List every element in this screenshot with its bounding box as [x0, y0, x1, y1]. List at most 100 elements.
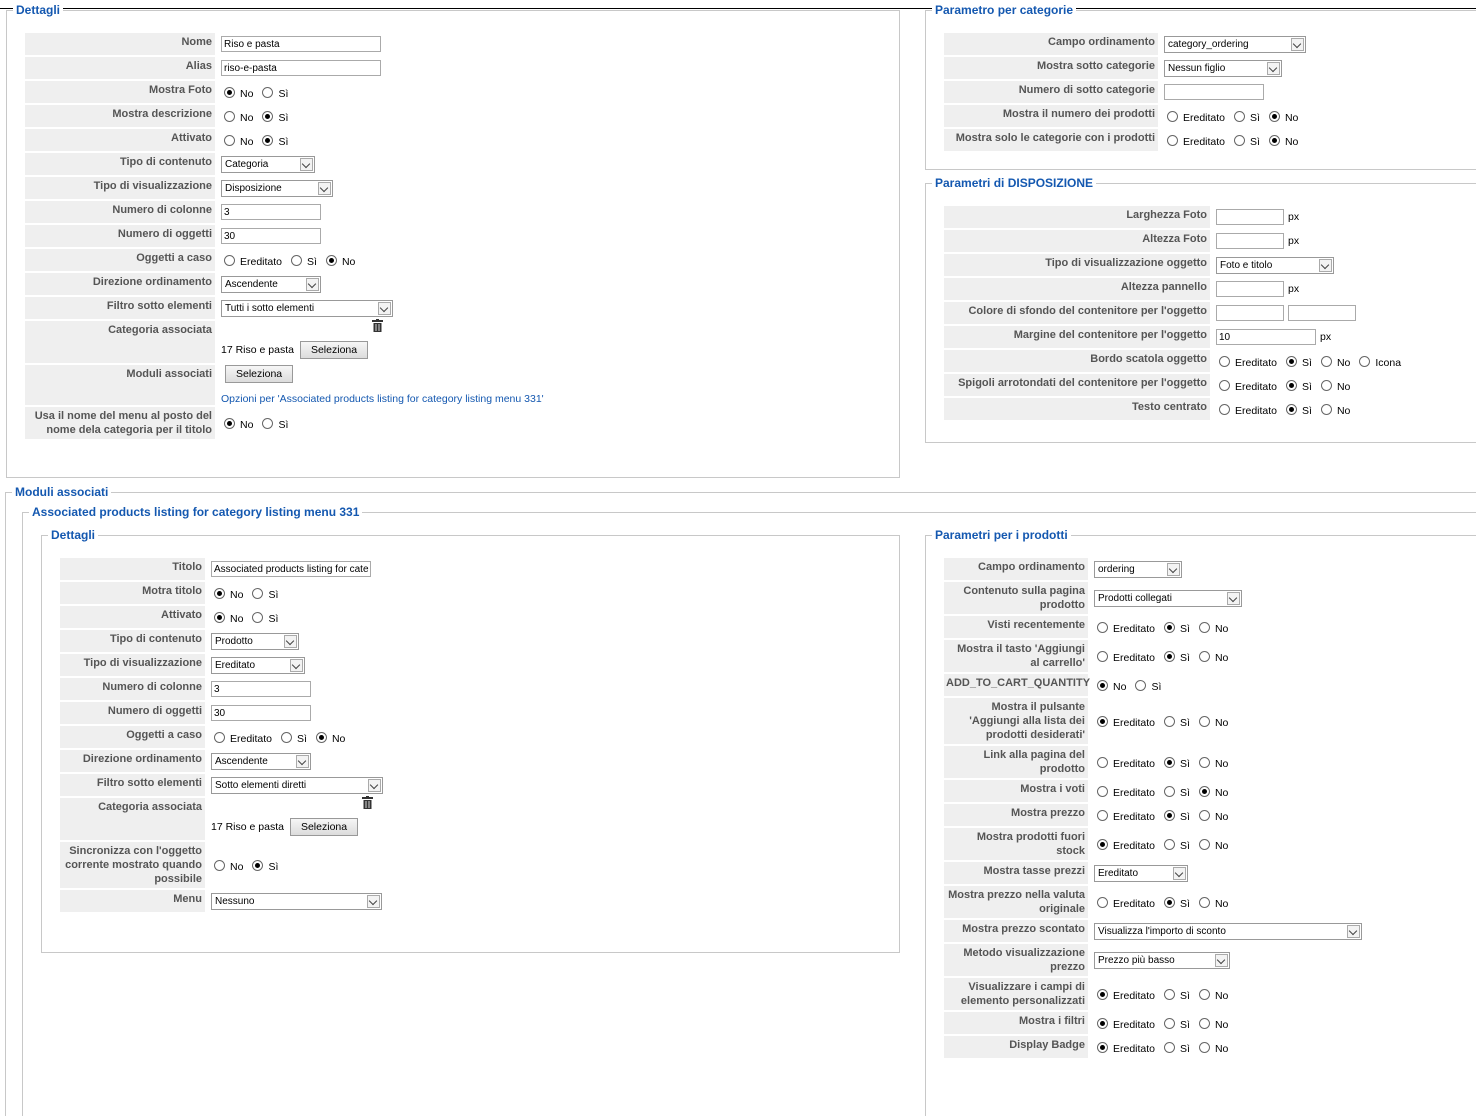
select-box[interactable]: Disposizione	[221, 179, 333, 197]
text-input[interactable]: 30	[211, 705, 311, 721]
trash-icon[interactable]	[362, 796, 374, 809]
select-box[interactable]: Ereditato	[1094, 864, 1188, 882]
radio-button[interactable]	[252, 859, 264, 871]
radio-button[interactable]	[1219, 355, 1230, 367]
radio-button[interactable]	[262, 110, 274, 122]
radio-button[interactable]	[1268, 110, 1280, 122]
radio-button[interactable]	[1198, 621, 1210, 633]
radio-button[interactable]	[1135, 679, 1147, 691]
radio-button[interactable]	[1097, 896, 1108, 908]
radio-button[interactable]	[1198, 896, 1210, 908]
select-box[interactable]: Ascendente	[221, 275, 321, 293]
radio-button[interactable]	[1198, 650, 1210, 662]
radio-button[interactable]	[1198, 988, 1210, 1000]
radio-button[interactable]	[1219, 379, 1230, 391]
text-input[interactable]	[1216, 233, 1284, 249]
radio-button[interactable]	[224, 254, 235, 266]
radio-button[interactable]	[1198, 785, 1210, 797]
radio-button[interactable]	[1164, 715, 1176, 727]
radio-button[interactable]	[252, 611, 264, 623]
radio-button[interactable]	[1198, 1041, 1210, 1053]
radio-button[interactable]	[1164, 809, 1176, 821]
radio-button[interactable]	[1097, 988, 1108, 1000]
radio-button[interactable]	[1164, 1041, 1176, 1053]
options-link[interactable]: Opzioni per 'Associated products listing…	[221, 393, 544, 405]
radio-button[interactable]	[1167, 110, 1178, 122]
radio-button[interactable]	[1286, 379, 1298, 391]
radio-button[interactable]	[1219, 403, 1230, 415]
radio-button[interactable]	[291, 254, 303, 266]
radio-button[interactable]	[214, 611, 225, 623]
radio-button[interactable]	[1164, 988, 1176, 1000]
radio-button[interactable]	[214, 587, 225, 599]
radio-button[interactable]	[1198, 756, 1210, 768]
radio-button[interactable]	[224, 86, 235, 98]
radio-button[interactable]	[1097, 621, 1108, 633]
radio-button[interactable]	[1198, 838, 1210, 850]
radio-button[interactable]	[1164, 756, 1176, 768]
select-box[interactable]: Sotto elementi diretti	[211, 776, 383, 794]
radio-button[interactable]	[224, 110, 235, 122]
radio-button[interactable]	[1097, 785, 1108, 797]
radio-button[interactable]	[1097, 756, 1108, 768]
select-box[interactable]: Ereditato	[211, 656, 305, 674]
select-box[interactable]: ordering	[1094, 560, 1182, 578]
text-input[interactable]: Associated products listing for cate	[211, 561, 371, 577]
radio-button[interactable]	[1164, 838, 1176, 850]
button[interactable]: Seleziona	[289, 818, 359, 836]
select-box[interactable]: Prezzo più basso	[1094, 951, 1230, 969]
select-box[interactable]: Categoria	[221, 155, 315, 173]
radio-button[interactable]	[1286, 403, 1298, 415]
radio-button[interactable]	[1097, 1017, 1108, 1029]
trash-icon[interactable]	[372, 319, 384, 332]
radio-button[interactable]	[281, 731, 293, 743]
radio-button[interactable]	[1198, 809, 1210, 821]
radio-button[interactable]	[262, 86, 274, 98]
radio-button[interactable]	[1097, 715, 1108, 727]
radio-button[interactable]	[1268, 134, 1280, 146]
select-box[interactable]: Ascendente	[211, 752, 311, 770]
text-input[interactable]: 3	[221, 204, 321, 220]
select-box[interactable]: Nessuno	[211, 892, 382, 910]
radio-button[interactable]	[1286, 355, 1298, 367]
radio-button[interactable]	[214, 859, 225, 871]
radio-button[interactable]	[325, 254, 337, 266]
select-box[interactable]: Visualizza l'importo di sconto	[1094, 922, 1362, 940]
select-box[interactable]: Nessun figlio	[1164, 59, 1282, 77]
radio-button[interactable]	[1164, 1017, 1176, 1029]
radio-button[interactable]	[1164, 785, 1176, 797]
radio-button[interactable]	[1320, 403, 1332, 415]
radio-button[interactable]	[1198, 715, 1210, 727]
radio-button[interactable]	[1097, 1041, 1108, 1053]
select-box[interactable]: Foto e titolo	[1216, 256, 1334, 274]
radio-button[interactable]	[1167, 134, 1178, 146]
radio-button[interactable]	[1097, 809, 1108, 821]
text-input[interactable]: 10	[1216, 329, 1316, 345]
button[interactable]: Seleziona	[299, 341, 369, 359]
text-input[interactable]: 30	[221, 228, 321, 244]
radio-button[interactable]	[1320, 355, 1332, 367]
select-box[interactable]: Tutti i sotto elementi	[221, 299, 393, 317]
select-box[interactable]: Prodotto	[211, 632, 299, 650]
radio-button[interactable]	[1234, 110, 1246, 122]
text-input[interactable]: 3	[211, 681, 311, 697]
radio-button[interactable]	[1097, 650, 1108, 662]
radio-button[interactable]	[262, 417, 274, 429]
button[interactable]: Seleziona	[225, 365, 294, 383]
text-input[interactable]	[1164, 84, 1264, 100]
radio-button[interactable]	[214, 731, 225, 743]
radio-button[interactable]	[1234, 134, 1246, 146]
radio-button[interactable]	[1164, 621, 1176, 633]
radio-button[interactable]	[1097, 679, 1108, 691]
radio-button[interactable]	[224, 417, 235, 429]
radio-button[interactable]	[1359, 355, 1371, 367]
text-input[interactable]	[1216, 209, 1284, 225]
radio-button[interactable]	[1164, 896, 1176, 908]
select-box[interactable]: category_ordering	[1164, 35, 1306, 53]
radio-button[interactable]	[224, 134, 235, 146]
text-input[interactable]: Riso e pasta	[221, 36, 381, 52]
select-box[interactable]: Prodotti collegati	[1094, 589, 1242, 607]
radio-button[interactable]	[262, 134, 274, 146]
text-input[interactable]: riso-e-pasta	[221, 60, 381, 76]
radio-button[interactable]	[1198, 1017, 1210, 1029]
